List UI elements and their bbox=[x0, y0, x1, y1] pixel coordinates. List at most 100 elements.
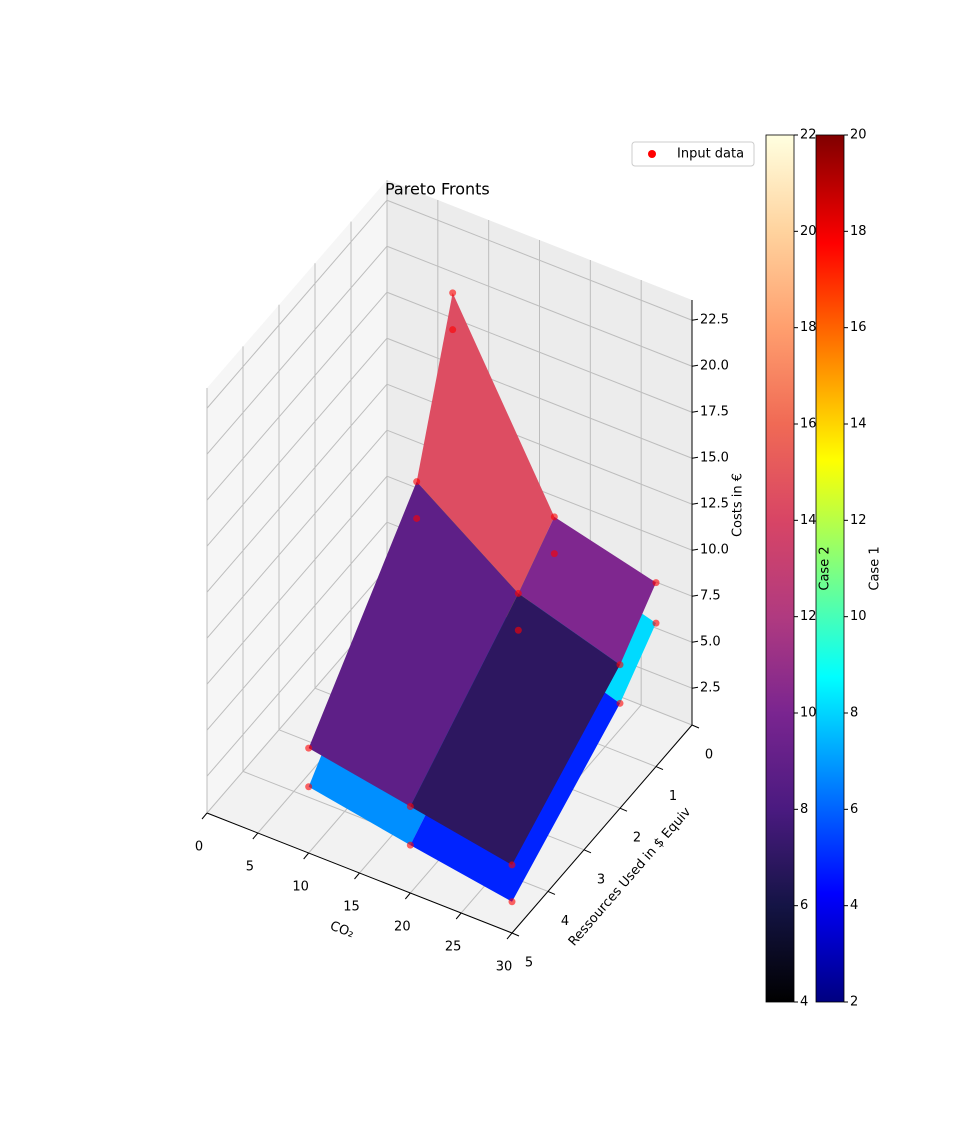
surface-face bbox=[416, 292, 555, 594]
surface-face bbox=[410, 593, 620, 865]
y-tick-label: 1 bbox=[669, 789, 677, 804]
legend-box bbox=[631, 141, 755, 167]
grid-line bbox=[386, 337, 693, 459]
colorbar-tick-label: 4 bbox=[800, 995, 808, 1010]
input-point bbox=[305, 783, 313, 791]
z-tick-label: 5.0 bbox=[700, 635, 721, 650]
colorbar-label: Case 2 bbox=[818, 546, 833, 590]
y-tick-label: 3 bbox=[597, 872, 605, 887]
input-point bbox=[514, 589, 522, 597]
x-tick-label: 0 bbox=[195, 840, 203, 855]
input-point bbox=[406, 841, 414, 849]
input-point bbox=[508, 861, 516, 869]
y-tick bbox=[583, 849, 592, 854]
input-point bbox=[413, 514, 421, 522]
chart-title: Pareto Fronts bbox=[385, 180, 490, 199]
colorbar-label: Case 1 bbox=[868, 546, 883, 590]
input-point bbox=[550, 513, 558, 521]
input-point bbox=[508, 898, 516, 906]
y-tick bbox=[547, 890, 556, 895]
x-tick bbox=[354, 872, 360, 880]
input-point bbox=[449, 289, 457, 297]
x-tick-label: 5 bbox=[246, 860, 254, 875]
z-tick-label: 20.0 bbox=[700, 359, 729, 374]
colorbar-tick-label: 20 bbox=[800, 224, 817, 239]
z-tick-label: 22.5 bbox=[700, 313, 729, 328]
colorbar-tick-label: 14 bbox=[850, 417, 867, 432]
colorbar-tick-label: 14 bbox=[800, 513, 817, 528]
x-tick bbox=[455, 912, 462, 920]
z-tick-label: 15.0 bbox=[700, 451, 729, 466]
grid-line bbox=[386, 245, 693, 367]
y-tick bbox=[655, 766, 664, 771]
input-point bbox=[652, 619, 660, 627]
input-point bbox=[413, 478, 421, 486]
z-tick-label: 17.5 bbox=[700, 405, 729, 420]
z-tick bbox=[691, 594, 699, 597]
colorbar-tick-label: 10 bbox=[850, 609, 867, 624]
grid-line bbox=[386, 199, 693, 321]
colorbar-tick-label: 18 bbox=[800, 320, 817, 335]
z-tick bbox=[691, 364, 699, 367]
y-tick bbox=[691, 724, 700, 729]
z-tick bbox=[691, 686, 699, 689]
grid-line bbox=[206, 383, 388, 593]
legend-marker bbox=[648, 150, 656, 158]
colorbar-tick-label: 4 bbox=[850, 898, 858, 913]
z-tick-label: 7.5 bbox=[700, 589, 721, 604]
x-tick-label: 25 bbox=[445, 940, 462, 955]
colorbar bbox=[815, 134, 845, 1003]
grid-line bbox=[206, 337, 388, 547]
left-pane bbox=[207, 180, 387, 813]
colorbar-tick-label: 10 bbox=[800, 706, 817, 721]
input-point bbox=[652, 579, 660, 587]
input-point bbox=[305, 744, 313, 752]
z-tick bbox=[691, 318, 699, 321]
z-tick-label: 2.5 bbox=[700, 681, 721, 696]
x-tick-label: 10 bbox=[292, 880, 309, 895]
colorbar-tick-label: 12 bbox=[850, 513, 867, 528]
z-tick bbox=[691, 502, 699, 505]
x-tick bbox=[303, 852, 310, 860]
input-point bbox=[514, 626, 522, 634]
y-tick-label: 0 bbox=[705, 748, 713, 763]
grid-line bbox=[206, 245, 388, 455]
z-tick-label: 10.0 bbox=[700, 543, 729, 558]
y-tick-label: 4 bbox=[561, 914, 569, 929]
x-tick-label: 15 bbox=[343, 900, 360, 915]
colorbar-tick-label: 20 bbox=[850, 128, 867, 143]
grid-line bbox=[206, 429, 388, 639]
x-tick bbox=[506, 932, 513, 940]
y-axis bbox=[511, 724, 693, 934]
x-tick-label: 20 bbox=[394, 920, 411, 935]
x-tick bbox=[201, 812, 208, 820]
z-tick bbox=[691, 640, 699, 643]
colorbar-tick-label: 18 bbox=[850, 224, 867, 239]
input-point bbox=[550, 550, 558, 558]
x-axis-label: CO₂ bbox=[328, 919, 356, 941]
colorbar-tick-label: 16 bbox=[850, 320, 867, 335]
x-axis bbox=[206, 812, 513, 934]
z-tick bbox=[691, 548, 699, 551]
colorbar-tick-label: 2 bbox=[850, 995, 858, 1010]
colorbar-tick-label: 8 bbox=[850, 706, 858, 721]
x-tick bbox=[404, 892, 411, 900]
y-tick bbox=[619, 807, 628, 812]
z-tick bbox=[691, 456, 699, 459]
colorbar-tick-label: 6 bbox=[850, 802, 858, 817]
y-tick bbox=[511, 932, 520, 937]
z-axis-label: Costs in € bbox=[731, 473, 746, 537]
grid-line bbox=[206, 199, 388, 409]
colorbar-tick-label: 8 bbox=[800, 802, 808, 817]
colorbar-tick-label: 22 bbox=[800, 128, 817, 143]
surface-face bbox=[308, 481, 519, 807]
input-point bbox=[616, 661, 624, 669]
grid-line bbox=[386, 291, 693, 413]
input-point bbox=[616, 699, 624, 707]
grid-line bbox=[206, 291, 388, 501]
z-tick bbox=[691, 410, 699, 413]
input-point bbox=[406, 803, 414, 811]
input-point bbox=[449, 326, 457, 334]
colorbar-tick-label: 12 bbox=[800, 609, 817, 624]
